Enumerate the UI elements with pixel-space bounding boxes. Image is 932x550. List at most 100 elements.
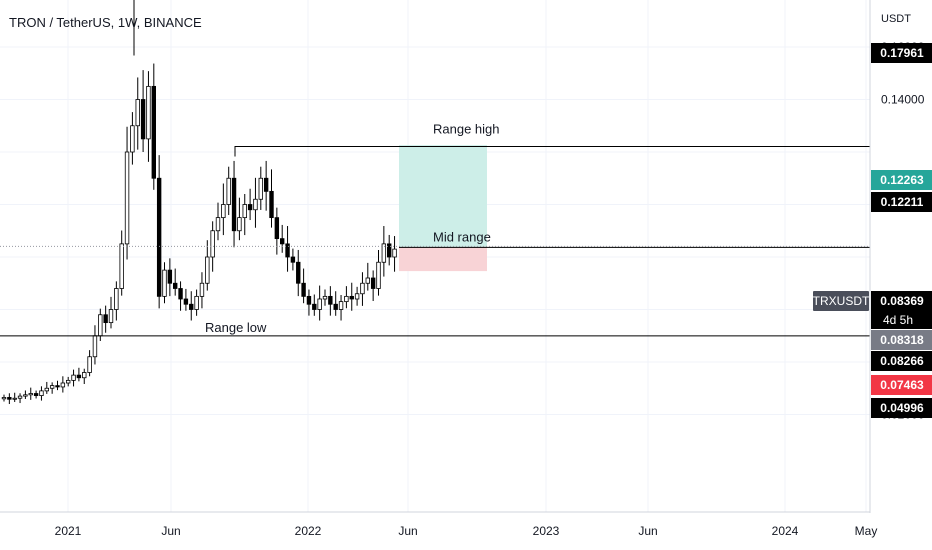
candle-up xyxy=(365,277,370,284)
candle-down xyxy=(370,277,376,289)
ath-level-line[interactable] xyxy=(133,0,870,56)
candle-up xyxy=(194,295,199,310)
time-axis-ticks: 2021 Jun 2022 Jun 2023 Jun 2024 May xyxy=(55,524,878,538)
candle-down xyxy=(231,177,237,232)
candle-down xyxy=(55,385,60,388)
price-badge-text: 0.12263 xyxy=(880,173,924,187)
level-lines xyxy=(0,0,870,337)
time-tick-label: May xyxy=(855,524,878,538)
candle-down xyxy=(333,303,338,310)
candle-down xyxy=(167,269,173,284)
price-badge-text: 0.08266 xyxy=(880,354,924,368)
candle-up xyxy=(205,256,210,284)
candle-up xyxy=(360,282,365,295)
price-badges: 0.17961 0.12263 0.12211 0.08369 0.08318 0.082… xyxy=(871,43,932,418)
range-high-label: Range high xyxy=(433,121,500,136)
candle-down xyxy=(103,314,108,324)
candle-up xyxy=(1,397,7,400)
candle-up xyxy=(17,395,23,399)
candle-down xyxy=(263,177,269,192)
candlestick-series xyxy=(1,63,397,405)
price-badge xyxy=(871,398,932,418)
candle-down xyxy=(312,303,317,310)
candle-down xyxy=(140,99,146,140)
price-badge-text: 0.12211 xyxy=(881,195,924,209)
price-axis-background[interactable] xyxy=(871,0,932,512)
time-tick-label: Jun xyxy=(638,524,657,538)
price-badge-text: 0.04996 xyxy=(880,401,924,415)
candle-up xyxy=(108,309,114,324)
candle-up xyxy=(376,261,381,289)
candle-down xyxy=(183,298,189,305)
candle-up xyxy=(215,217,221,232)
time-tick-label: Jun xyxy=(161,524,180,538)
symbol-tag-bg xyxy=(813,291,869,311)
candle-up xyxy=(87,356,92,373)
candle-up xyxy=(381,243,387,263)
target-zone xyxy=(399,145,487,248)
time-tick-label: 2024 xyxy=(772,524,799,538)
price-badge xyxy=(871,375,932,395)
candle-up xyxy=(60,382,66,388)
candle-up xyxy=(119,243,124,289)
time-tick-label: 2023 xyxy=(533,524,560,538)
candle-down xyxy=(151,85,156,179)
price-badge xyxy=(871,43,932,63)
price-badge xyxy=(871,170,932,190)
time-tick-label: Jun xyxy=(398,524,417,538)
candle-up xyxy=(354,293,360,300)
candle-down xyxy=(328,295,333,305)
candle-down xyxy=(285,243,290,258)
candle-up xyxy=(23,394,28,397)
candle-up xyxy=(322,295,328,300)
candle-down xyxy=(296,261,301,284)
candle-down xyxy=(349,295,354,300)
price-badge-text: 0.17961 xyxy=(880,46,924,60)
candle-up xyxy=(344,295,349,303)
candle-up xyxy=(114,288,119,310)
candle-up xyxy=(392,248,397,258)
candle-up xyxy=(130,125,135,153)
symbol-tag: TRXUSDT xyxy=(813,291,870,311)
price-badge xyxy=(871,351,932,371)
candle-down xyxy=(269,190,274,219)
candle-up xyxy=(162,269,167,297)
candle-up xyxy=(226,177,231,205)
annotations: Range high Mid range Range low xyxy=(205,121,500,334)
candle-down xyxy=(274,217,280,240)
candle-up xyxy=(253,198,258,211)
countdown-text: 4d 5h xyxy=(883,313,913,327)
price-tick-label: 0.14000 xyxy=(881,93,925,107)
candle-up xyxy=(44,387,49,392)
symbol-tag-text: TRXUSDT xyxy=(813,294,870,308)
candle-up xyxy=(146,85,151,140)
candle-up xyxy=(338,301,344,310)
candle-up xyxy=(82,372,87,379)
price-badge-text: 0.07463 xyxy=(880,378,924,392)
candle-up xyxy=(135,99,140,127)
candle-up xyxy=(39,390,44,396)
time-tick-label: 2021 xyxy=(55,524,82,538)
position-zones xyxy=(399,145,487,272)
countdown-badge xyxy=(871,311,932,329)
candle-up xyxy=(317,298,322,310)
range-high-line[interactable] xyxy=(234,145,870,157)
candle-down xyxy=(279,238,285,245)
candle-up xyxy=(71,374,76,381)
price-badge xyxy=(871,291,932,311)
candle-down xyxy=(247,204,253,211)
candle-up xyxy=(199,282,205,297)
price-badge xyxy=(871,192,932,212)
candle-down xyxy=(290,256,296,263)
time-axis-background[interactable] xyxy=(0,513,932,550)
chart-title: TRON / TetherUS, 1W, BINANCE xyxy=(9,15,202,30)
range-low-label: Range low xyxy=(205,320,267,335)
candle-down xyxy=(76,374,82,379)
candle-down xyxy=(178,288,183,300)
candle-up xyxy=(237,217,242,232)
candle-up xyxy=(258,177,263,200)
candle-up xyxy=(66,379,71,384)
currency-label: USDT xyxy=(881,13,911,25)
